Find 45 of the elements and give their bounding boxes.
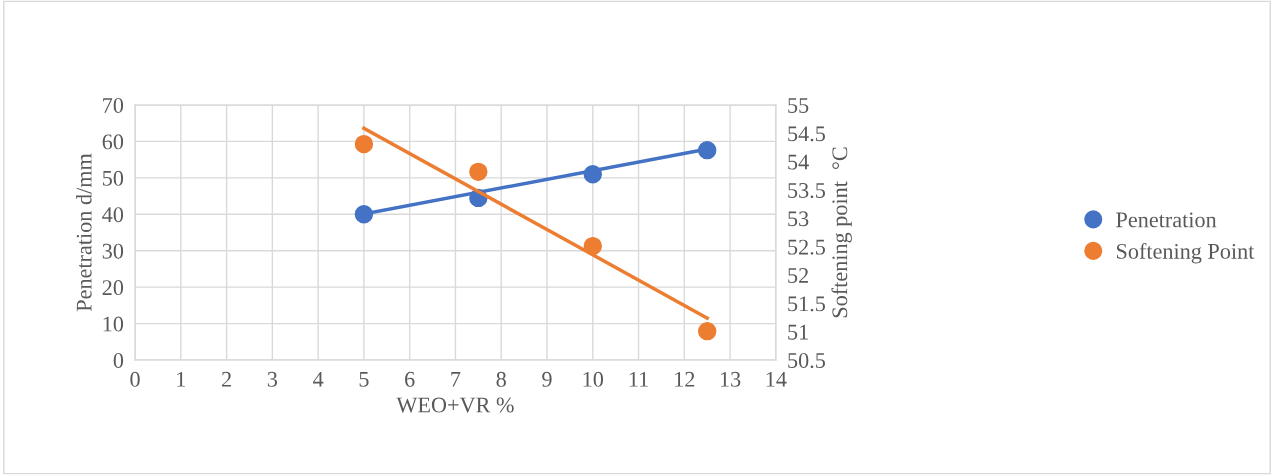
point xyxy=(354,134,374,154)
y-tick-label: 20 xyxy=(102,280,124,296)
x-tick-label: 10 xyxy=(583,371,604,387)
x-axis-title: WEO+VR % xyxy=(396,397,514,413)
point xyxy=(583,236,602,256)
y2-tick-label: 51.5 xyxy=(788,296,825,312)
x-tick-label: 14 xyxy=(766,371,787,387)
y-tick-label: 10 xyxy=(103,316,124,332)
legend-label: Penetration xyxy=(1116,212,1217,228)
y2-tick-label: 50.5 xyxy=(788,352,825,369)
x-tick-label: 9 xyxy=(542,371,552,387)
y2-tick-label: 53 xyxy=(788,211,809,227)
y2-tick-label: 51 xyxy=(788,324,808,340)
point xyxy=(698,321,717,341)
y-tick-label: 50 xyxy=(103,170,124,186)
y2-tick-label: 54 xyxy=(788,154,809,170)
y2-tick-label: 52.5 xyxy=(788,239,825,255)
x-tick-label: 12 xyxy=(675,371,695,387)
point xyxy=(469,162,488,182)
y-tick-label: 60 xyxy=(102,134,124,150)
point xyxy=(583,165,602,184)
x-tick-label: 13 xyxy=(720,371,741,387)
y2-tick-label: 55 xyxy=(788,98,809,113)
y2-tick-label: 52 xyxy=(788,268,808,283)
x-tick-label: 6 xyxy=(405,371,415,387)
x-tick-label: 5 xyxy=(359,372,369,387)
point xyxy=(698,140,717,160)
x-tick-label: 8 xyxy=(496,371,506,387)
point xyxy=(354,205,374,224)
x-tick-label: 7 xyxy=(451,372,461,387)
x-tick-label: 0 xyxy=(130,371,140,387)
y2-tick-label: 54.5 xyxy=(788,126,825,142)
x-tick-label: 11 xyxy=(629,371,648,387)
y-tick-label: 0 xyxy=(113,352,124,368)
y-axis-title: Penetration d/mm xyxy=(76,153,92,312)
y2-tick-label: 53.5 xyxy=(788,182,825,199)
x-tick-label: 4 xyxy=(313,371,324,387)
legend-label: Softening Point xyxy=(1116,242,1255,264)
x-tick-label: 3 xyxy=(267,371,278,387)
y-tick-label: 70 xyxy=(103,97,124,113)
y-tick-label: 30 xyxy=(102,243,124,259)
y2-axis-title: Softening point °C xyxy=(831,147,852,318)
y-tick-label: 40 xyxy=(102,207,124,223)
x-tick-label: 2 xyxy=(222,371,231,387)
x-tick-label: 1 xyxy=(177,371,186,387)
